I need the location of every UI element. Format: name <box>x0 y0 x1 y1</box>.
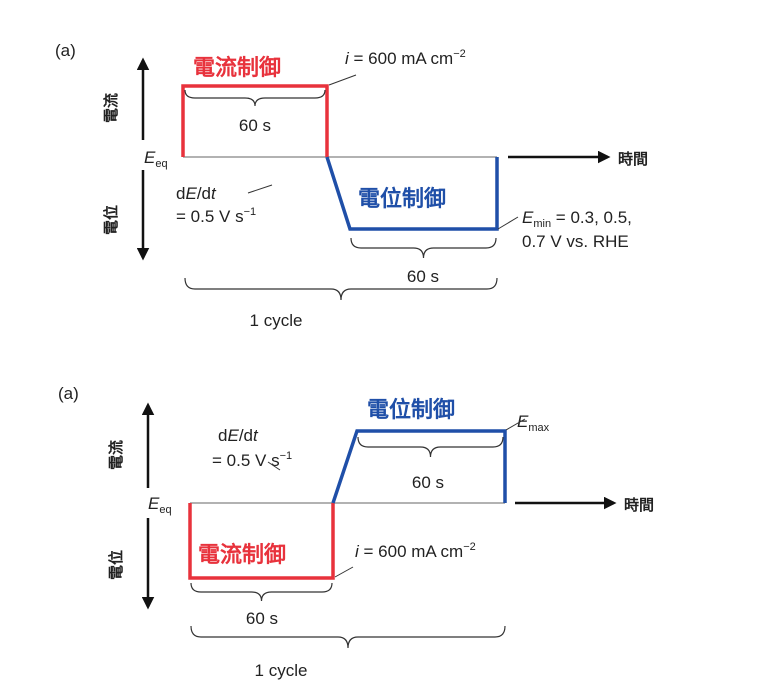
brace-current-duration <box>190 582 333 602</box>
current-control-label: 電流制御 <box>193 55 281 80</box>
emin-label: Emin = 0.3, 0.5, <box>522 208 632 230</box>
current-control-waveform <box>181 84 329 157</box>
current-duration-label: 60 s <box>239 116 271 135</box>
current-control-waveform <box>188 503 335 580</box>
time-axis-label: 時間 <box>624 496 654 514</box>
current-density-label: i = 600 mA cm−2 <box>345 48 466 68</box>
eeq-label: Eeq <box>144 148 168 170</box>
cycle-label: 1 cycle <box>255 661 308 680</box>
diagram-bottom: (a) 電流 電位 Eeq 時間 電位制御 Emax dE/dt = 0.5 V… <box>58 384 654 680</box>
sweep-rate-line1: dE/dt <box>218 426 259 445</box>
time-axis-label: 時間 <box>618 150 648 168</box>
potential-control-label: 電位制御 <box>358 186 446 211</box>
brace-potential-duration <box>357 436 504 458</box>
leader-line <box>505 418 526 431</box>
leader-line <box>328 74 357 86</box>
y-axis-label-potential: 電位 <box>102 205 120 235</box>
potential-duration-label: 60 s <box>407 267 439 286</box>
cycle-label: 1 cycle <box>250 311 303 330</box>
emax-label: Emax <box>517 412 550 434</box>
potential-control-waveform <box>331 429 507 504</box>
panel-label: (a) <box>58 384 79 403</box>
y-axis-label-potential: 電位 <box>107 550 125 580</box>
eeq-label: Eeq <box>148 494 172 516</box>
diagram-top: (a) 電流 電位 Eeq 時間 電流制御 i = 600 mA cm−2 60… <box>55 41 648 330</box>
current-density-label: i = 600 mA cm−2 <box>355 541 476 561</box>
brace-cycle <box>184 277 498 301</box>
current-control-label: 電流制御 <box>198 542 286 567</box>
y-axis-label-current: 電流 <box>107 440 125 470</box>
panel-label: (a) <box>55 41 76 60</box>
current-duration-label: 60 s <box>246 609 278 628</box>
potential-duration-label: 60 s <box>412 473 444 492</box>
brace-cycle <box>190 625 506 649</box>
leader-line <box>247 184 273 194</box>
leader-line <box>267 461 281 471</box>
leader-line <box>497 216 519 230</box>
sweep-rate-line1: dE/dt <box>176 184 217 203</box>
sweep-rate-line2: = 0.5 V s−1 <box>212 450 292 470</box>
leader-line <box>334 566 354 578</box>
potential-control-label: 電位制御 <box>367 397 455 422</box>
brace-potential-duration <box>350 237 497 259</box>
y-axis-label-current: 電流 <box>102 93 120 123</box>
potential-control-waveform <box>325 156 499 231</box>
emin-label-line2: 0.7 V vs. RHE <box>522 232 629 251</box>
brace-current-duration <box>184 89 326 107</box>
sweep-rate-line2: = 0.5 V s−1 <box>176 206 256 226</box>
